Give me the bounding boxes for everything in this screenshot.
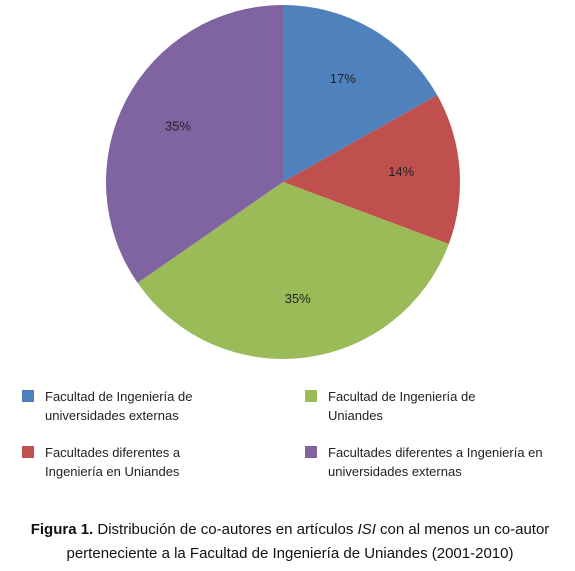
caption-label: Figura 1. bbox=[30, 521, 94, 538]
legend-swatch bbox=[305, 390, 317, 402]
caption-text: con al menos un co-autor perteneciente a… bbox=[66, 521, 550, 562]
data-label: 14% bbox=[388, 164, 414, 179]
data-label: 17% bbox=[330, 71, 356, 86]
caption: Figura 1. Distribución de co-autores en … bbox=[20, 518, 560, 566]
legend-label: Facultades diferentes a Ingeniería en Un… bbox=[45, 445, 181, 479]
data-label: 35% bbox=[285, 291, 311, 306]
pie-slice bbox=[283, 95, 460, 244]
data-label: 35% bbox=[165, 118, 191, 133]
pie-slice bbox=[137, 182, 449, 360]
pie-chart: 17% 14% 35% 35% bbox=[105, 4, 460, 360]
pie-slice bbox=[283, 5, 438, 182]
legend-swatch bbox=[22, 446, 34, 458]
caption-emphasis: ISI bbox=[357, 521, 376, 538]
legend-swatch bbox=[305, 446, 317, 458]
pie-slice bbox=[105, 4, 283, 283]
legend-label: Facultades diferentes a Ingeniería en un… bbox=[328, 445, 543, 479]
caption-text: Distribución de co-autores en artículos bbox=[93, 521, 358, 538]
legend-label: Facultad de Ingeniería de universidades … bbox=[45, 389, 193, 423]
legend-swatch bbox=[22, 390, 34, 402]
legend-label: Facultad de Ingeniería de Uniandes bbox=[328, 389, 476, 423]
